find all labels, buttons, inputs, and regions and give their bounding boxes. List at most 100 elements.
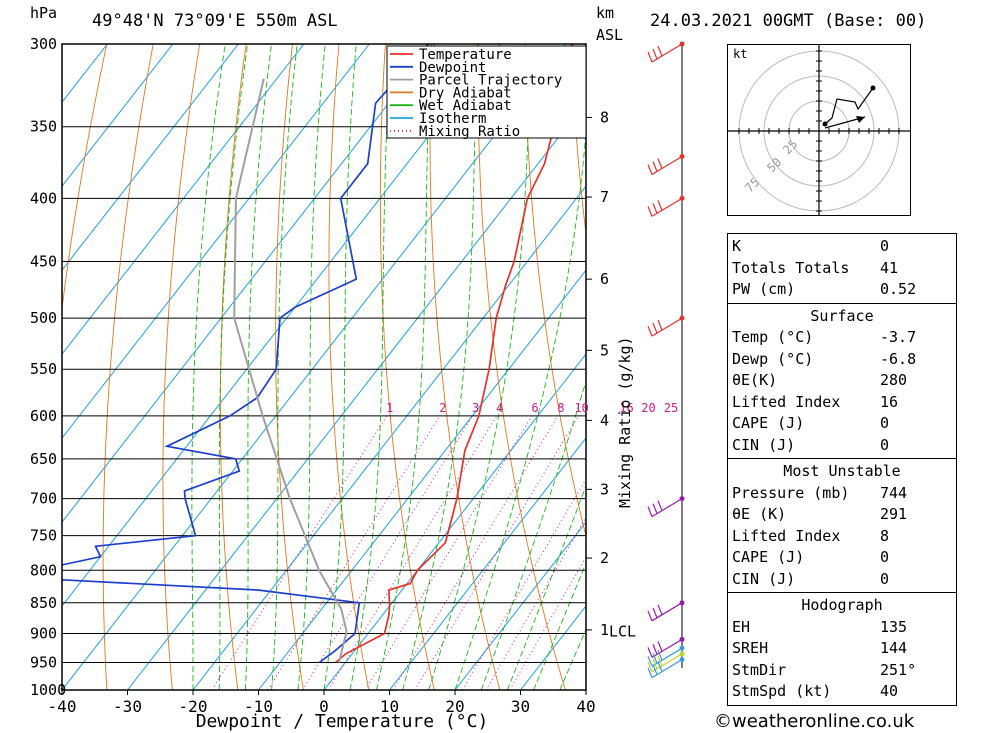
barb-feather <box>647 164 653 175</box>
legend-label: Parcel Trajectory <box>419 73 562 89</box>
hodograph-label: SREH <box>732 639 769 657</box>
wet-adiabat-line <box>218 44 249 690</box>
barb-feather <box>657 661 663 672</box>
surface-value: 16 <box>880 392 899 411</box>
barb-feather <box>657 45 663 57</box>
hodograph-ring-label: 25 <box>780 137 800 157</box>
hodograph-row: StmDir 251° <box>728 660 956 682</box>
mixing-ratio-axis-title: Mixing Ratio (g/kg) <box>616 336 634 508</box>
barb-feather <box>657 655 663 667</box>
wet-adiabat-line <box>271 44 298 690</box>
wet-adiabat-line <box>428 44 532 690</box>
barb-feather <box>657 641 663 652</box>
wet-adiabat-line <box>375 44 432 690</box>
barb-feather <box>657 500 663 511</box>
most-unstable-value: 0 <box>880 548 890 566</box>
barb-feather <box>647 667 653 678</box>
legend-label: Wet Adiabat <box>419 98 512 114</box>
surface-value: 0 <box>880 414 890 432</box>
isotherm-line <box>62 44 174 187</box>
most-unstable-value: 744 <box>880 483 908 502</box>
dry-adiabat-line <box>477 44 566 690</box>
barb-staff <box>651 638 683 658</box>
x-tick-label: 10 <box>380 697 399 716</box>
barb-staff <box>651 155 683 176</box>
pressure-tick-label: 350 <box>30 118 57 136</box>
most-unstable-title: Most Unstable <box>783 462 901 480</box>
km-tick-label: 5 <box>600 341 609 359</box>
most-unstable-row: Lifted Index 8 <box>728 526 956 548</box>
index-row: Totals Totals 41 <box>728 258 956 280</box>
pressure-tick-label: 500 <box>30 309 57 327</box>
wind-barb <box>647 653 683 673</box>
barb-feather <box>647 206 653 217</box>
barb-feather <box>652 322 658 334</box>
barb-feather <box>647 655 653 667</box>
mixing-ratio-label: 10 <box>574 401 588 415</box>
most-unstable-label: θE (K) <box>732 505 787 523</box>
hodograph-unit: kt <box>733 47 747 61</box>
hodograph-value: 40 <box>880 682 899 700</box>
km-tick-label: 8 <box>600 108 609 126</box>
isotherm-line <box>323 353 586 690</box>
surface-label: Dewp (°C) <box>732 349 814 368</box>
legend-box <box>386 45 587 139</box>
storm-motion-arrowhead <box>856 116 865 123</box>
most-unstable-value: 8 <box>880 526 890 545</box>
surface-row: Dewp (°C) -6.8 <box>728 349 956 371</box>
hodograph-point <box>822 121 828 127</box>
hodograph-label: StmDir <box>732 660 787 679</box>
surface-row: Lifted Index 16 <box>728 392 956 414</box>
wet-adiabat-line <box>244 44 272 690</box>
surface-value: -3.7 <box>880 328 917 346</box>
barb-feather <box>652 658 658 670</box>
pressure-tick-label: 300 <box>30 35 57 53</box>
most-unstable-label: Pressure (mb) <box>732 483 850 502</box>
isotherm-line <box>62 44 436 523</box>
surface-value: 280 <box>880 371 908 389</box>
surface-title: Surface <box>810 306 874 325</box>
copyright-link[interactable]: ©weatheronline.co.uk <box>714 711 915 732</box>
most-unstable-label: CAPE (J) <box>732 548 805 566</box>
pressure-tick-label: 900 <box>30 624 57 642</box>
isotherm-line <box>389 437 586 690</box>
x-tick-label: -10 <box>244 697 273 716</box>
wind-barb <box>647 647 683 667</box>
barb-feather <box>652 607 658 619</box>
mixing-ratio-line <box>267 415 441 690</box>
index-row: PW (cm) 0.52 <box>728 279 956 301</box>
wet-adiabat-line <box>454 126 586 690</box>
legend-label: Temperature <box>419 47 512 63</box>
surface-row: Temp (°C) -3.7 <box>728 327 956 349</box>
barb-feather <box>652 503 658 514</box>
wind-barb <box>647 197 683 217</box>
most-unstable-label: CIN (J) <box>732 569 796 588</box>
hodograph-value: 135 <box>880 617 908 636</box>
km-tick-label: 2 <box>600 549 609 567</box>
dry-adiabat-line <box>328 44 370 690</box>
wind-barb <box>647 659 683 679</box>
barb-feather <box>647 647 653 658</box>
km-unit-label: km <box>596 4 615 22</box>
mixing-ratio-label: 6 <box>531 401 538 415</box>
mixing-ratio-label: 2 <box>439 401 446 415</box>
wet-adiabat-line <box>506 484 586 690</box>
hodograph-section: Hodograph EH 135 SREH 144 StmDir 251° StmSpd (… <box>728 593 956 705</box>
barb-feather <box>647 610 653 622</box>
barb-feather <box>652 203 658 214</box>
hodograph-ring-label: 75 <box>742 175 762 195</box>
x-tick-label: 0 <box>319 697 329 716</box>
dry-adiabat-line <box>219 44 247 690</box>
dry-adiabat-line <box>524 44 586 538</box>
barb-staff <box>651 602 683 622</box>
km-tick-label: 3 <box>600 480 609 498</box>
hodograph-title: Hodograph <box>801 596 883 614</box>
date-title: 24.03.2021 00GMT (Base: 00) <box>650 11 927 31</box>
hodograph-row: EH 135 <box>728 617 956 639</box>
index-label: PW (cm) <box>732 280 796 298</box>
surface-label: θE(K) <box>732 371 778 389</box>
legend-label: Dry Adiabat <box>419 85 512 101</box>
wet-adiabat-line <box>191 44 226 690</box>
